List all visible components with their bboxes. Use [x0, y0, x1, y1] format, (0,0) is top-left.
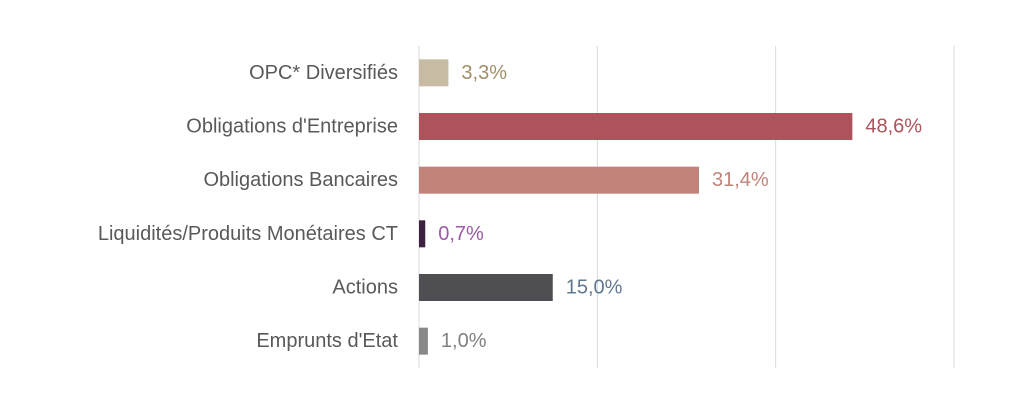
bar	[419, 274, 553, 301]
value-label: 0,7%	[438, 223, 484, 245]
value-label: 15,0%	[566, 277, 623, 299]
bar	[419, 327, 428, 355]
category-label: OPC* Diversifiés	[249, 62, 398, 84]
bars	[419, 59, 853, 355]
bar	[419, 166, 699, 194]
category-label: Obligations Bancaires	[203, 169, 398, 191]
bar	[419, 220, 426, 248]
labels: OPC* Diversifiés 3,3% Obligations d'Entrep…	[98, 62, 922, 352]
value-label: 3,3%	[461, 62, 507, 84]
category-label: Actions	[332, 277, 398, 299]
value-label: 1,0%	[441, 330, 487, 352]
gridlines	[418, 46, 955, 368]
value-label: 48,6%	[865, 116, 922, 138]
bar	[419, 59, 449, 87]
bar	[419, 113, 853, 140]
category-label: Emprunts d'Etat	[256, 330, 398, 352]
category-label: Liquidités/Produits Monétaires CT	[98, 223, 398, 245]
value-label: 31,4%	[712, 169, 769, 191]
category-label: Obligations d'Entreprise	[186, 116, 398, 138]
